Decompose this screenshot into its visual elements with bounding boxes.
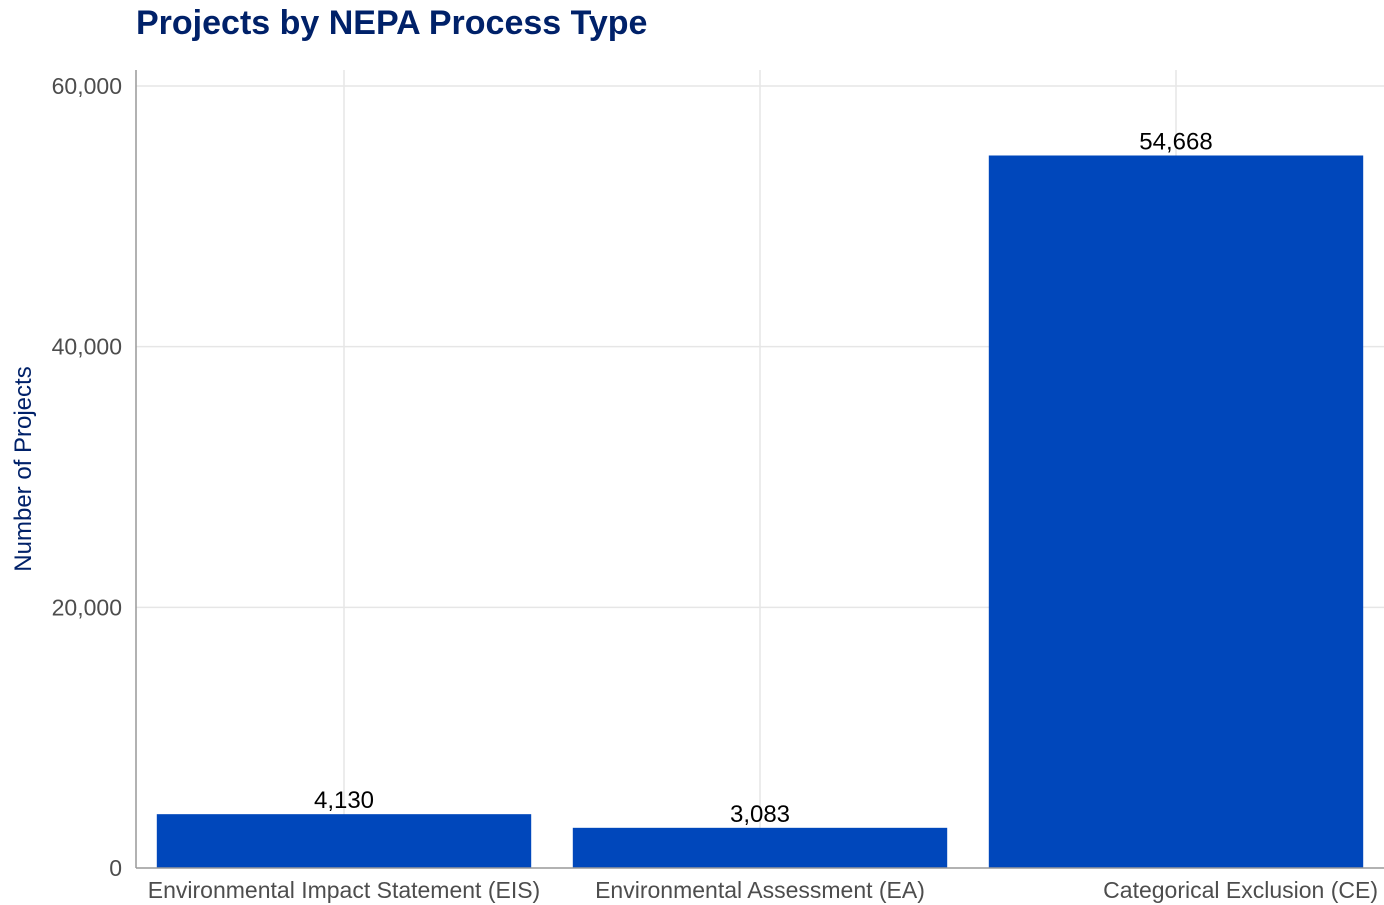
y-tick-label: 60,000 [52,73,122,99]
bars [156,155,1364,869]
y-tick-label: 40,000 [52,334,122,360]
bar [572,827,948,868]
y-tick-labels: 0 20,000 40,000 60,000 [52,73,122,881]
y-tick-label: 20,000 [52,594,122,620]
axes [135,70,1384,869]
data-labels: 4,130 3,083 54,668 [314,128,1213,827]
x-tick-label: Environmental Assessment (EA) [595,877,925,903]
y-axis-label: Number of Projects [10,366,37,571]
x-tick-labels: Environmental Impact Statement (EIS) Envi… [148,877,1378,903]
y-tick-label: 0 [109,855,122,881]
bar [156,814,532,868]
data-label: 54,668 [1139,128,1212,155]
x-tick-label: Categorical Exclusion (CE) [1103,877,1378,903]
bar [988,155,1364,869]
x-tick-label: Environmental Impact Statement (EIS) [148,877,540,903]
data-label: 4,130 [314,787,374,814]
chart-title: Projects by NEPA Process Type [136,4,647,42]
data-label: 3,083 [730,801,790,828]
